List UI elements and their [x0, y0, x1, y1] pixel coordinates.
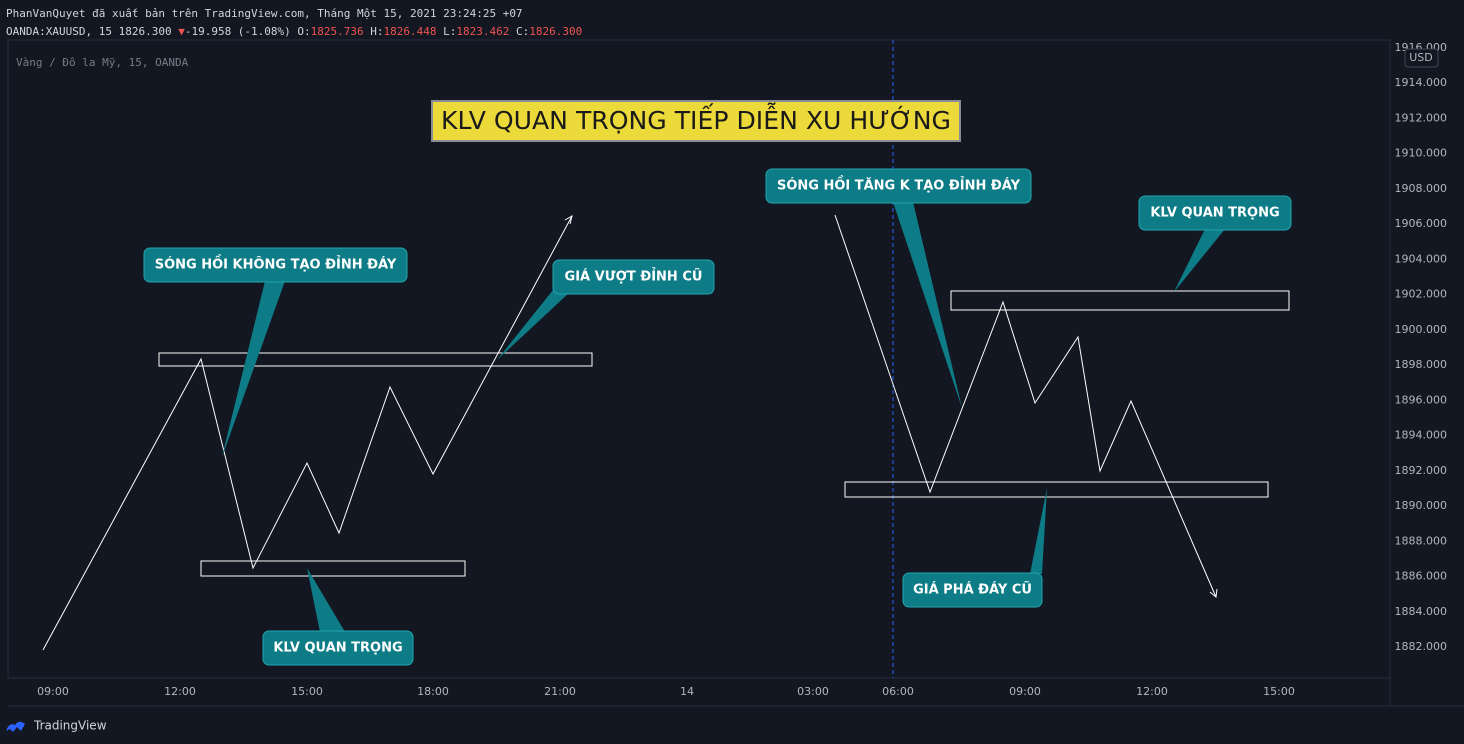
callouts: SÓNG HỒI KHÔNG TẠO ĐỈNH ĐÁY GIÁ VƯỢT ĐỈNH…	[143, 168, 1292, 666]
time-tick-label: 09:00	[37, 685, 69, 698]
price-tick-label: 1892.000	[1395, 464, 1448, 477]
time-tick-label: 14	[680, 685, 694, 698]
callout-pointer	[893, 202, 962, 408]
price-tick-label: 1902.000	[1395, 288, 1448, 301]
price-tick-label: 1890.000	[1395, 499, 1448, 512]
arrow-head	[1209, 588, 1218, 598]
callout-pointer	[1174, 229, 1225, 292]
callout-text: SÓNG HỒI KHÔNG TẠO ĐỈNH ĐÁY	[155, 255, 397, 273]
price-tick-label: 1904.000	[1395, 252, 1448, 265]
price-tick-label: 1884.000	[1395, 605, 1448, 618]
drawings	[42, 214, 1290, 651]
close-label: C:	[516, 25, 529, 38]
callout-text: SÓNG HỒI TĂNG K TẠO ĐỈNH ĐÁY	[777, 176, 1021, 194]
time-tick-label: 15:00	[291, 685, 323, 698]
price-tick-label: 1908.000	[1395, 182, 1448, 195]
logo: TradingView	[6, 719, 107, 733]
price-tick-label: 1888.000	[1395, 534, 1448, 547]
price-tick-label: 1912.000	[1395, 111, 1448, 124]
low-label: L:	[443, 25, 456, 38]
publisher-line: PhanVanQuyet đã xuất bản trên TradingVie…	[6, 7, 523, 20]
callout-text: GIÁ PHÁ ĐÁY CŨ	[913, 582, 1032, 598]
instrument: Vàng / Đô la Mỹ, 15, OANDA	[16, 56, 189, 69]
callout-pointer	[222, 281, 285, 457]
callout-box	[552, 259, 715, 295]
callout-box	[262, 630, 414, 666]
high: 1826.448	[384, 25, 437, 38]
price-tick-label: 1900.000	[1395, 323, 1448, 336]
callout-text: GIÁ VƯỢT ĐỈNH CŨ	[565, 268, 703, 285]
zone	[158, 352, 593, 367]
callout-pointer	[307, 568, 345, 632]
zone	[950, 290, 1290, 311]
title: KLV QUAN TRỌNG TIẾP DIỄN XU HƯỚNG	[441, 102, 951, 135]
time-tick-label: 09:00	[1009, 685, 1041, 698]
callout-pointer	[1030, 488, 1047, 574]
callout-box	[902, 572, 1043, 608]
callout-text: KLV QUAN TRỌNG	[1150, 206, 1279, 221]
time-tick-label: 18:00	[417, 685, 449, 698]
time-tick-label: 12:00	[164, 685, 196, 698]
callout-pointer	[497, 285, 570, 360]
zone	[200, 560, 466, 577]
down-icon: ▼	[178, 25, 185, 38]
ohlc-line: OANDA:XAUUSD, 15 1826.300 ▼-19.958 (-1.0…	[6, 25, 582, 38]
symbol: OANDA:XAUUSD, 15	[6, 25, 112, 38]
change: -19.958 (-1.08%)	[185, 25, 291, 38]
open-label: O:	[297, 25, 310, 38]
price-tick-label: 1914.000	[1395, 76, 1448, 89]
price-tick-label: 1882.000	[1395, 640, 1448, 653]
title-box	[431, 100, 961, 142]
price-tick-label: 1896.000	[1395, 393, 1448, 406]
close: 1826.300	[529, 25, 582, 38]
price-tick-label: 1898.000	[1395, 358, 1448, 371]
callout-box	[765, 168, 1032, 204]
last-price: 1826.300	[119, 25, 172, 38]
price-tick-label: 1906.000	[1395, 217, 1448, 230]
low: 1823.462	[456, 25, 509, 38]
callout-text: KLV QUAN TRỌNG	[273, 641, 402, 656]
open: 1825.736	[311, 25, 364, 38]
arrow-head	[564, 214, 573, 225]
currency: USD	[1409, 51, 1433, 64]
callout-box	[143, 247, 408, 283]
price-tick-label: 1910.000	[1395, 147, 1448, 160]
time-tick-label: 21:00	[544, 685, 576, 698]
time-tick-label: 15:00	[1263, 685, 1295, 698]
time-tick-label: 12:00	[1136, 685, 1168, 698]
logo-icon	[6, 721, 25, 732]
time-tick-label: 03:00	[797, 685, 829, 698]
zigzag-right	[834, 214, 1217, 598]
brand: TradingView	[33, 719, 107, 733]
zone	[844, 481, 1269, 498]
zigzag-left	[42, 215, 573, 651]
high-label: H:	[370, 25, 383, 38]
price-tick-label: 1886.000	[1395, 570, 1448, 583]
axes: 1916.0001914.0001912.0001910.0001908.000…	[37, 41, 1447, 698]
price-tick-label: 1894.000	[1395, 429, 1448, 442]
currency-box	[1404, 48, 1439, 68]
time-tick-label: 06:00	[882, 685, 914, 698]
callout-box	[1138, 195, 1292, 231]
